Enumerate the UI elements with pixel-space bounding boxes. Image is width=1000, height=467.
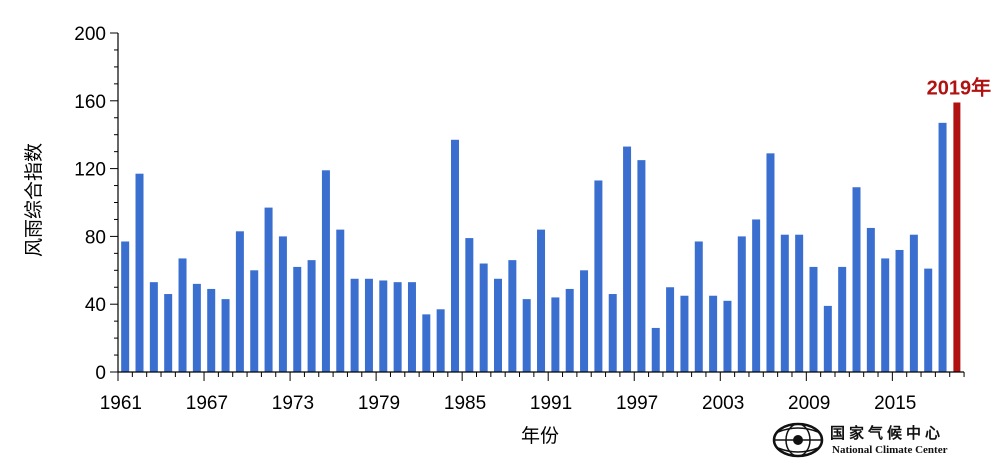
bar-1988 (508, 260, 517, 372)
y-tick-label: 120 (74, 160, 106, 181)
bar-1999 (666, 287, 675, 372)
x-tick-label: 2015 (874, 393, 916, 414)
bar-1974 (307, 260, 316, 372)
bar-2016 (909, 234, 918, 372)
bar-1990 (537, 229, 546, 372)
bar-2003 (723, 300, 732, 372)
bar-1962 (135, 173, 144, 372)
bar-1977 (350, 278, 359, 372)
bar-2000 (680, 295, 689, 372)
bar-1979 (379, 280, 388, 372)
bar-1989 (522, 299, 531, 372)
bar-1986 (479, 263, 488, 372)
x-tick-label: 1985 (444, 393, 486, 414)
bar-1996 (623, 146, 632, 372)
y-tick-label: 0 (95, 363, 106, 384)
x-tick-label: 1973 (272, 393, 314, 414)
national-climate-center-logo: 国家气候中心 National Climate Center (770, 420, 980, 462)
bar-1984 (450, 139, 459, 372)
bar-2006 (766, 153, 775, 372)
bar-1965 (178, 258, 187, 372)
bar-1987 (494, 278, 503, 372)
bar-1976 (336, 229, 345, 372)
bars-group: 2019年 (121, 76, 991, 373)
bar-2018 (938, 122, 947, 372)
bar-2009 (809, 266, 818, 372)
bar-2011 (838, 266, 847, 372)
bar-1966 (192, 283, 201, 372)
y-tick-label: 40 (85, 295, 106, 316)
bar-1985 (465, 238, 474, 372)
bar-1972 (278, 236, 287, 372)
y-tick-label: 80 (85, 227, 106, 248)
logo-name-zh: 国家气候中心 (830, 424, 945, 442)
bar-1980 (393, 282, 402, 372)
bar-1978 (364, 278, 373, 372)
bar-2015 (895, 249, 904, 372)
bar-2013 (866, 227, 875, 372)
logo-name-en: National Climate Center (832, 444, 948, 456)
bar-1964 (164, 294, 173, 372)
x-axis-title: 年份 (521, 425, 559, 447)
bar-1981 (407, 282, 416, 372)
x-tick-label: 1967 (186, 393, 228, 414)
y-axis-title: 风雨综合指数 (23, 143, 45, 257)
bar-1991 (551, 297, 560, 372)
bar-1993 (580, 270, 589, 372)
bar-2008 (795, 234, 804, 372)
bar-1969 (235, 231, 244, 372)
x-tick-label: 2003 (702, 393, 744, 414)
x-tick-label: 1991 (530, 393, 572, 414)
bar-2017 (924, 268, 933, 372)
x-tick-label: 2009 (788, 393, 830, 414)
bar-2002 (709, 295, 718, 372)
globe-icon (772, 422, 824, 458)
bar-2001 (694, 241, 703, 372)
bar-1968 (221, 299, 230, 372)
bar-1970 (250, 270, 259, 372)
bar-1992 (565, 288, 574, 372)
bar-2005 (752, 219, 761, 372)
x-tick-label: 1961 (100, 393, 142, 414)
bar-2014 (881, 258, 890, 372)
y-tick-label: 200 (74, 24, 106, 45)
bar-1983 (436, 309, 445, 372)
bar-1961 (121, 241, 130, 372)
bar-1963 (149, 282, 158, 372)
bar-1973 (293, 266, 302, 372)
y-tick-label: 160 (74, 92, 106, 113)
bar-1967 (207, 288, 216, 372)
bar-2007 (780, 234, 789, 372)
bar-1995 (608, 294, 617, 372)
x-tick-label: 1979 (358, 393, 400, 414)
bar-2004 (737, 236, 746, 372)
bar-2010 (823, 305, 832, 372)
bar-2012 (852, 187, 861, 372)
bar-1997 (637, 160, 646, 373)
bar-2019 (953, 102, 961, 372)
bar-1975 (321, 170, 330, 372)
x-tick-label: 1997 (616, 393, 658, 414)
bar-1994 (594, 180, 603, 372)
highlight-label: 2019年 (927, 76, 992, 100)
bar-1998 (651, 327, 660, 372)
axes-group: 0 40 80 120 160 200 1961 1967 1973 1979 1985 1991 19… (74, 24, 965, 414)
bar-1982 (422, 314, 431, 372)
bar-1971 (264, 207, 273, 372)
